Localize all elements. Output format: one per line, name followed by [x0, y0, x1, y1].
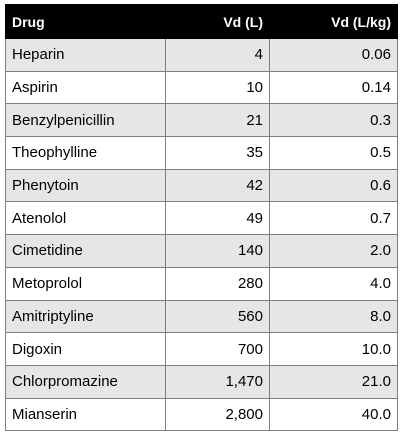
cell-vd-per-kg: 10.0 [269, 332, 398, 366]
cell-drug: Heparin [5, 38, 166, 72]
cell-vd: 2,800 [165, 397, 270, 432]
cell-vd-per-kg: 0.14 [269, 70, 398, 105]
cell-vd-per-kg: 0.5 [269, 136, 398, 170]
cell-vd: 35 [165, 136, 270, 170]
table-row: Theophylline 35 0.5 [5, 136, 398, 170]
cell-drug: Cimetidine [5, 234, 166, 268]
table-row: Atenolol 49 0.7 [5, 201, 398, 236]
cell-drug: Aspirin [5, 70, 166, 105]
table-row: Benzylpenicillin 21 0.3 [5, 103, 398, 138]
table-row: Mianserin 2,800 40.0 [5, 397, 398, 432]
header-vd-per-kg: Vd (L/kg) [269, 4, 398, 39]
cell-drug: Amitriptyline [5, 299, 166, 334]
cell-vd: 140 [165, 234, 270, 268]
cell-drug: Mianserin [5, 397, 166, 432]
cell-vd-per-kg: 40.0 [269, 397, 398, 432]
cell-vd-per-kg: 0.06 [269, 38, 398, 72]
header-drug: Drug [5, 4, 166, 39]
cell-vd-per-kg: 8.0 [269, 299, 398, 334]
table-header: Drug Vd (L) Vd (L/kg) [5, 4, 398, 39]
cell-vd-per-kg: 4.0 [269, 266, 398, 301]
table-row: Digoxin 700 10.0 [5, 332, 398, 366]
cell-vd: 4 [165, 38, 270, 72]
table-row: Cimetidine 140 2.0 [5, 234, 398, 268]
cell-vd-per-kg: 0.7 [269, 201, 398, 236]
cell-vd: 1,470 [165, 364, 270, 399]
cell-vd: 280 [165, 266, 270, 301]
cell-drug: Theophylline [5, 136, 166, 170]
table-row: Aspirin 10 0.14 [5, 70, 398, 105]
cell-vd: 560 [165, 299, 270, 334]
drug-vd-table-container: Drug Vd (L) Vd (L/kg) Heparin 4 0.06 Asp… [5, 4, 398, 432]
cell-vd-per-kg: 2.0 [269, 234, 398, 268]
table-row: Phenytoin 42 0.6 [5, 168, 398, 203]
cell-vd: 700 [165, 332, 270, 366]
cell-vd-per-kg: 21.0 [269, 364, 398, 399]
cell-drug: Chlorpromazine [5, 364, 166, 399]
cell-vd-per-kg: 0.6 [269, 168, 398, 203]
cell-vd: 42 [165, 168, 270, 203]
drug-vd-table: Drug Vd (L) Vd (L/kg) Heparin 4 0.06 Asp… [5, 4, 398, 432]
cell-drug: Metoprolol [5, 266, 166, 301]
cell-drug: Phenytoin [5, 168, 166, 203]
table-row: Amitriptyline 560 8.0 [5, 299, 398, 334]
table-row: Metoprolol 280 4.0 [5, 266, 398, 301]
cell-drug: Benzylpenicillin [5, 103, 166, 138]
cell-vd-per-kg: 0.3 [269, 103, 398, 138]
header-vd: Vd (L) [165, 4, 270, 39]
cell-vd: 21 [165, 103, 270, 138]
cell-vd: 10 [165, 70, 270, 105]
table-row: Heparin 4 0.06 [5, 38, 398, 72]
cell-drug: Atenolol [5, 201, 166, 236]
table-row: Chlorpromazine 1,470 21.0 [5, 364, 398, 399]
table-body: Heparin 4 0.06 Aspirin 10 0.14 Benzylpen… [5, 38, 398, 432]
cell-vd: 49 [165, 201, 270, 236]
cell-drug: Digoxin [5, 332, 166, 366]
header-row: Drug Vd (L) Vd (L/kg) [5, 4, 398, 39]
